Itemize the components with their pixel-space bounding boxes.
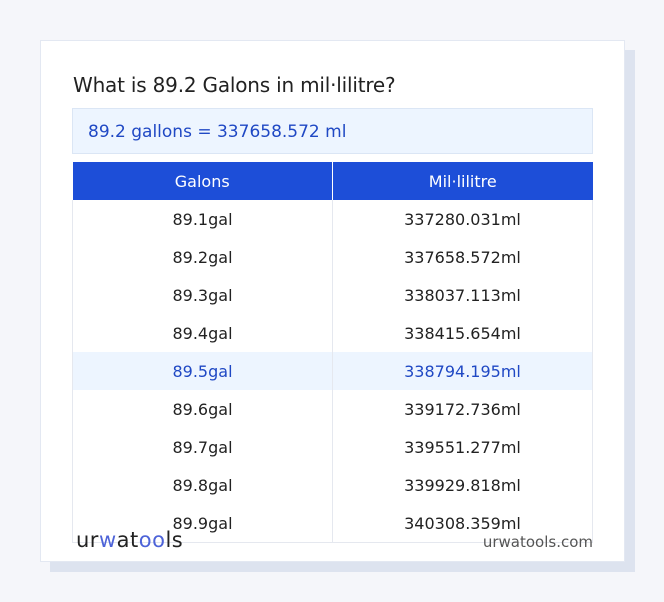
table-row: 89.9gal 340308.359ml	[72, 504, 593, 543]
logo-text: oo	[138, 528, 166, 552]
gallons-cell: 89.7gal	[72, 428, 333, 466]
millilitre-cell: 338415.654ml	[332, 314, 593, 352]
millilitre-cell: 337658.572ml	[332, 238, 593, 276]
millilitre-cell: 338794.195ml	[332, 352, 593, 390]
gallons-cell: 89.3gal	[72, 276, 333, 314]
gallons-cell: 89.8gal	[72, 466, 333, 504]
logo-text: w	[98, 528, 117, 552]
millilitre-cell: 339929.818ml	[332, 466, 593, 504]
gallons-cell: 89.5gal	[72, 352, 333, 390]
table-row: 89.7gal 339551.277ml	[72, 428, 593, 466]
table-row: 89.5gal 338794.195ml	[72, 352, 593, 390]
table-row: 89.8gal 339929.818ml	[72, 466, 593, 504]
millilitre-cell: 338037.113ml	[332, 276, 593, 314]
gallons-cell: 89.4gal	[72, 314, 333, 352]
urwatools-logo[interactable]: urwatools	[76, 528, 183, 552]
table-row: 89.1gal 337280.031ml	[72, 200, 593, 238]
gallons-cell: 89.6gal	[72, 390, 333, 428]
table-row: 89.3gal 338037.113ml	[72, 276, 593, 314]
gallons-cell: 89.1gal	[72, 200, 333, 238]
gallons-cell: 89.2gal	[72, 238, 333, 276]
page-title: What is 89.2 Galons in mil·lilitre?	[73, 73, 396, 97]
gallons-cell: 89.9gal	[72, 504, 333, 543]
conversion-table: Galons Mil·lilitre 89.1gal 337280.031ml 89…	[72, 162, 593, 543]
column-header-galons: Galons	[72, 162, 333, 200]
site-link[interactable]: urwatools.com	[482, 533, 593, 551]
millilitre-cell: 337280.031ml	[332, 200, 593, 238]
table-row: 89.6gal 339172.736ml	[72, 390, 593, 428]
millilitre-cell: 340308.359ml	[332, 504, 593, 543]
millilitre-cell: 339172.736ml	[332, 390, 593, 428]
logo-text: at	[116, 528, 139, 552]
column-header-millilitre: Mil·lilitre	[332, 162, 593, 200]
result-box: 89.2 gallons = 337658.572 ml	[72, 108, 593, 154]
converter-card: What is 89.2 Galons in mil·lilitre? 89.2…	[40, 40, 625, 562]
table-row: 89.2gal 337658.572ml	[72, 238, 593, 276]
logo-text: ls	[165, 528, 184, 552]
logo-text: ur	[76, 528, 99, 552]
table-row: 89.4gal 338415.654ml	[72, 314, 593, 352]
millilitre-cell: 339551.277ml	[332, 428, 593, 466]
